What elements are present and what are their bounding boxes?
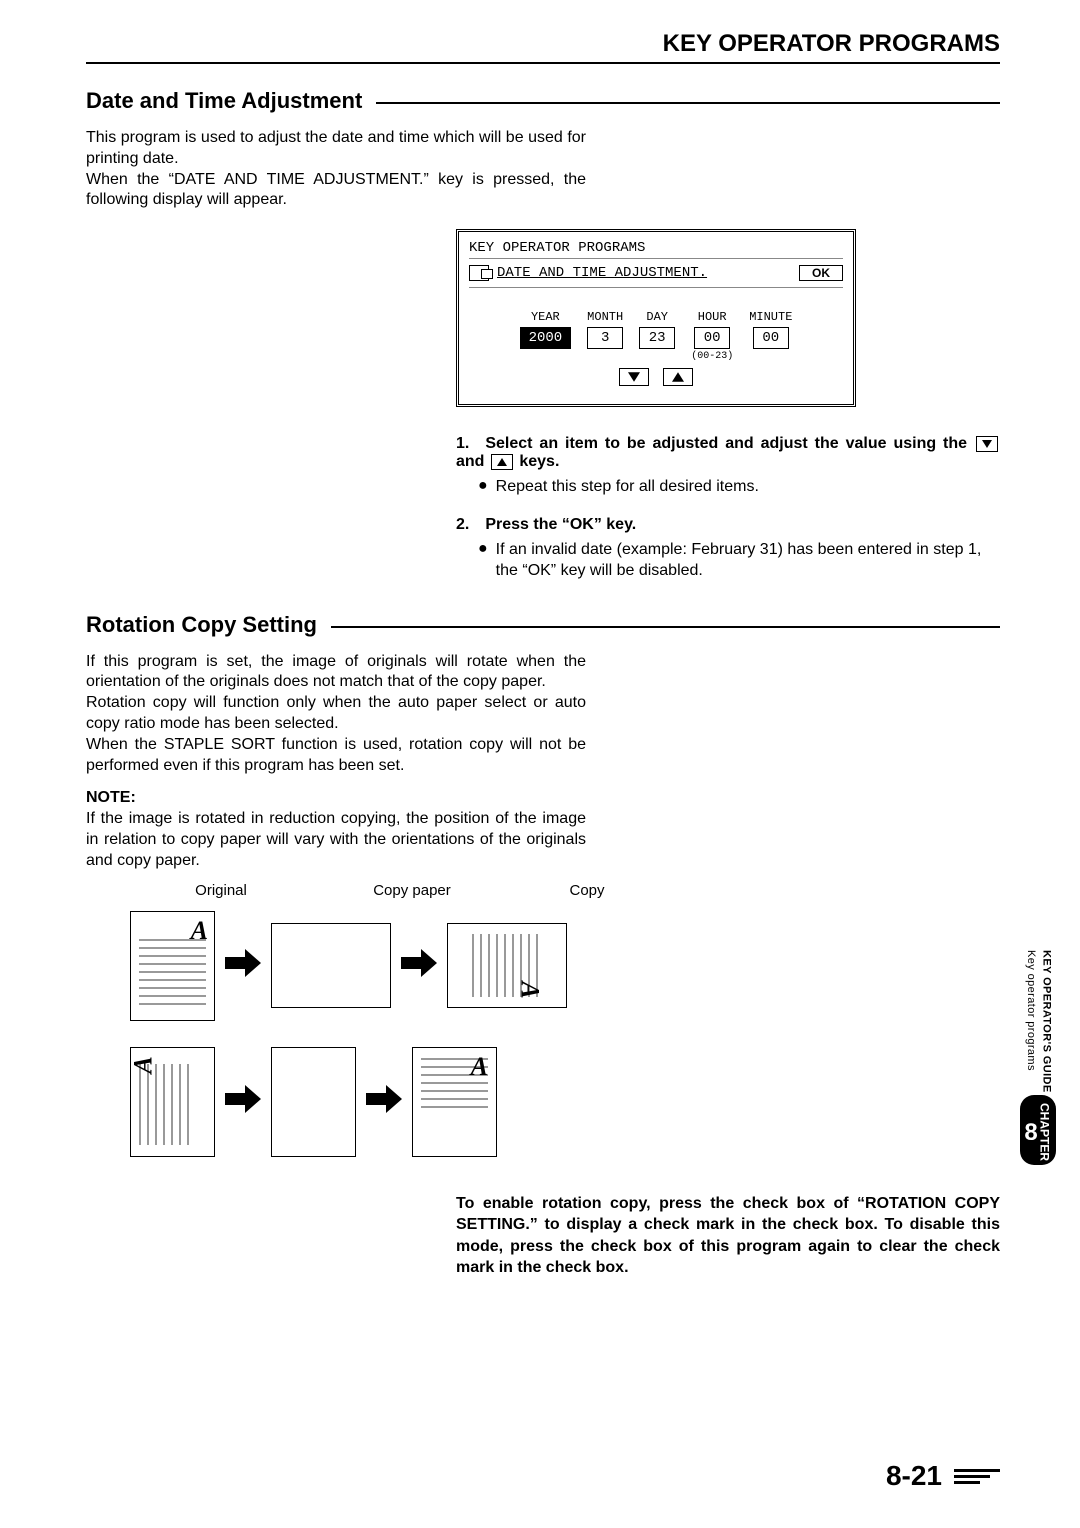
lcd-subtitle-row: DATE AND TIME ADJUSTMENT. OK — [469, 265, 843, 288]
text-lines-icon — [139, 1064, 189, 1145]
section1-intro-p1: This program is used to adjust the date … — [86, 128, 586, 170]
field-month-value: 3 — [587, 327, 623, 349]
side-tab-line1: KEY OPERATOR'S GUIDE — [1040, 950, 1052, 1093]
document-icon — [469, 265, 489, 281]
side-tab: KEY OPERATOR'S GUIDE Key operator progra… — [1016, 950, 1060, 1165]
step-2: 2. Press the “OK” key. ● If an invalid d… — [456, 516, 1000, 582]
step1-bullet-text: Repeat this step for all desired items. — [496, 477, 759, 498]
section-rotation-title: Rotation Copy Setting — [86, 612, 1000, 638]
note-label: NOTE: — [86, 788, 586, 809]
copypaper-landscape — [271, 923, 391, 1008]
label-copypaper: Copy paper — [312, 882, 512, 899]
label-copy: Copy — [512, 882, 662, 899]
copy-portrait-result: A — [412, 1047, 497, 1157]
field-hour[interactable]: HOUR 00 (00-23) — [691, 310, 733, 362]
letter-a-rotated-icon: A — [129, 1056, 159, 1073]
diagram-labels: Original Copy paper Copy — [130, 882, 1000, 899]
header-title: KEY OPERATOR PROGRAMS — [663, 30, 1000, 57]
field-minute-value: 00 — [753, 327, 789, 349]
side-tab-text: KEY OPERATOR'S GUIDE Key operator progra… — [1023, 950, 1054, 1093]
title-rule — [376, 102, 1000, 104]
chapter-number: 8 — [1024, 1119, 1037, 1147]
field-month-label: MONTH — [587, 310, 623, 324]
original-landscape-content: A — [130, 1047, 215, 1157]
side-tab-line2: Key operator programs — [1025, 950, 1037, 1071]
chapter-word: CHAPTER — [1038, 1103, 1052, 1161]
field-minute[interactable]: MINUTE 00 — [749, 310, 792, 362]
field-month[interactable]: MONTH 3 — [587, 310, 623, 362]
original-portrait: A — [130, 911, 215, 1021]
down-key-icon — [976, 436, 998, 452]
field-hour-label: HOUR — [691, 310, 733, 324]
step1-text-c: keys. — [519, 453, 559, 470]
letter-a-icon: A — [191, 916, 208, 946]
section2-title-text: Rotation Copy Setting — [86, 612, 317, 638]
ok-button[interactable]: OK — [799, 265, 843, 281]
section2-p1: If this program is set, the image of ori… — [86, 652, 586, 694]
arrow-right-icon — [225, 1085, 261, 1118]
field-year[interactable]: YEAR 2000 — [520, 310, 572, 362]
section2-p3: When the STAPLE SORT function is used, r… — [86, 735, 586, 777]
step1-bullet: ● Repeat this step for all desired items… — [478, 477, 1000, 498]
bullet-dot-icon: ● — [478, 540, 488, 582]
page-footer: 8-21 — [886, 1460, 1000, 1492]
field-hour-note: (00-23) — [691, 351, 733, 362]
arrow-right-icon — [401, 949, 437, 982]
down-arrow-button[interactable] — [619, 368, 649, 386]
field-day[interactable]: DAY 23 — [639, 310, 675, 362]
lcd-panel: KEY OPERATOR PROGRAMS DATE AND TIME ADJU… — [456, 229, 856, 407]
enable-instruction: To enable rotation copy, press the check… — [456, 1193, 1000, 1279]
diagram-row-1: A A — [130, 911, 1000, 1021]
letter-a-icon: A — [471, 1052, 488, 1082]
triangle-down-icon — [628, 372, 640, 382]
triangle-up-icon — [672, 372, 684, 382]
field-year-value: 2000 — [520, 327, 572, 349]
step1-text-a: 1. Select an item to be adjusted and adj… — [456, 435, 974, 452]
field-hour-value: 00 — [694, 327, 730, 349]
field-day-value: 23 — [639, 327, 675, 349]
chapter-tab: CHAPTER 8 — [1020, 1095, 1055, 1165]
field-day-label: DAY — [639, 310, 675, 324]
lcd-top-line: KEY OPERATOR PROGRAMS — [469, 240, 843, 259]
letter-a-rotated-icon: A — [514, 981, 544, 998]
section1-intro-p2: When the “DATE AND TIME ADJUSTMENT.” key… — [86, 170, 586, 212]
section2-p2: Rotation copy will function only when th… — [86, 693, 586, 735]
page-number: 8-21 — [886, 1460, 942, 1492]
text-lines-icon — [139, 939, 205, 1009]
step2-bullet: ● If an invalid date (example: February … — [478, 540, 1000, 582]
diagram-row-2: A A — [130, 1047, 1000, 1157]
up-key-icon — [491, 454, 513, 470]
field-year-label: YEAR — [520, 310, 572, 324]
steps-list: 1. Select an item to be adjusted and adj… — [456, 435, 1000, 581]
lcd-arrows — [469, 368, 843, 386]
note-text: If the image is rotated in reduction cop… — [86, 809, 586, 871]
section1-title-text: Date and Time Adjustment — [86, 88, 362, 114]
arrow-right-icon — [225, 949, 261, 982]
lcd-subtitle: DATE AND TIME ADJUSTMENT. — [497, 265, 707, 281]
step-1-head: 1. Select an item to be adjusted and adj… — [456, 435, 1000, 471]
section2-body: If this program is set, the image of ori… — [86, 652, 1000, 872]
copypaper-portrait — [271, 1047, 356, 1157]
arrow-right-icon — [366, 1085, 402, 1118]
step-2-head: 2. Press the “OK” key. — [456, 516, 1000, 534]
footer-bars-icon — [954, 1469, 1000, 1484]
field-minute-label: MINUTE — [749, 310, 792, 324]
step-1: 1. Select an item to be adjusted and adj… — [456, 435, 1000, 498]
copy-landscape-result: A — [447, 923, 567, 1008]
bullet-dot-icon: ● — [478, 477, 488, 498]
section1-intro: This program is used to adjust the date … — [86, 128, 1000, 211]
up-arrow-button[interactable] — [663, 368, 693, 386]
step1-text-b: and — [456, 453, 489, 470]
lcd-fields: YEAR 2000 MONTH 3 DAY 23 HOUR 00 (00-23)… — [469, 310, 843, 362]
label-original: Original — [130, 882, 312, 899]
section-date-time-title: Date and Time Adjustment — [86, 88, 1000, 114]
page-header: KEY OPERATOR PROGRAMS — [86, 30, 1000, 64]
title-rule — [331, 626, 1000, 628]
step2-bullet-text: If an invalid date (example: February 31… — [496, 540, 1000, 582]
